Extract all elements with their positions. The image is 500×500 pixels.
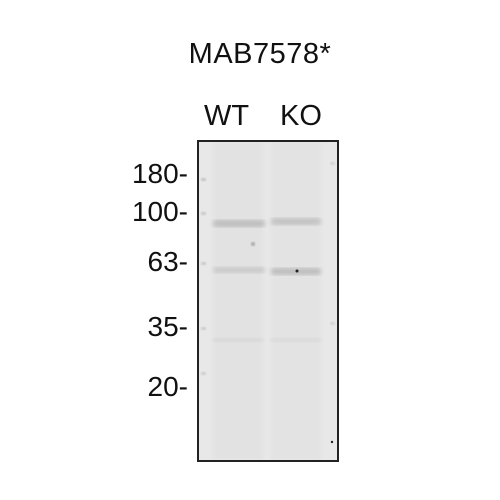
western-blot-membrane xyxy=(197,140,339,462)
lane-label-wt: WT xyxy=(204,100,250,132)
blot-image xyxy=(199,142,337,460)
lane-label-ko: KO xyxy=(280,100,322,132)
marker-35: 35- xyxy=(147,311,188,342)
marker-180: 180- xyxy=(131,158,188,189)
marker-20: 20- xyxy=(147,371,188,402)
marker-63: 63- xyxy=(147,246,188,277)
blot-title: MAB7578* xyxy=(188,38,332,70)
marker-100: 100- xyxy=(131,196,188,227)
